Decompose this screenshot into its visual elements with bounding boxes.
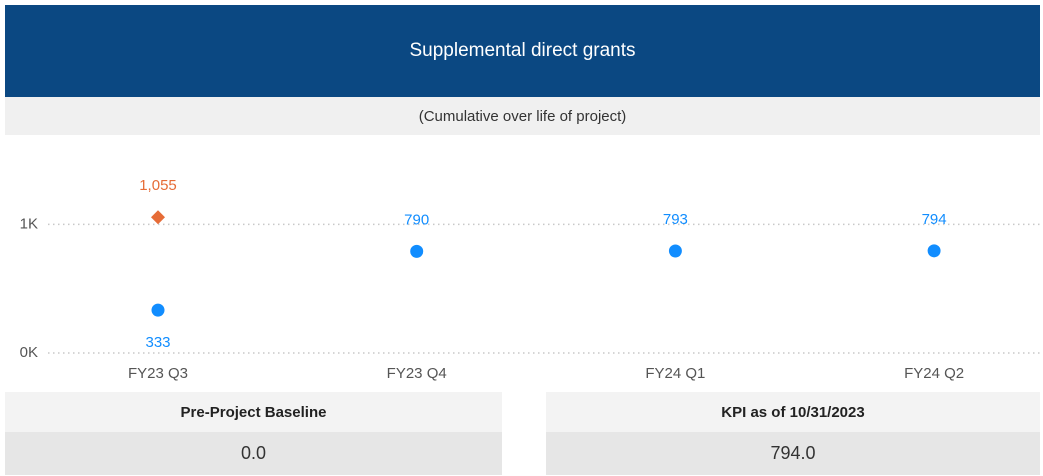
data-label: 790 — [404, 211, 429, 228]
card: KPI as of 10/31/2023 794.0 — [546, 392, 1040, 475]
marker — [927, 244, 941, 258]
data-label: 333 — [145, 334, 170, 351]
y-tick-label: 1K — [20, 215, 38, 232]
card: Pre-Project Baseline 0.0 — [5, 392, 502, 475]
card-label: KPI as of 10/31/2023 — [546, 392, 1040, 432]
chart: 0K 1K FY23 Q3 FY23 Q4 FY24 Q1 FY24 Q2 333 790 79… — [20, 177, 1040, 382]
card-value: 794.0 — [546, 432, 1040, 475]
y-tick-label: 0K — [20, 344, 38, 361]
x-tick-label: FY23 Q3 — [128, 365, 188, 382]
marker — [151, 210, 165, 225]
data-label: 793 — [663, 211, 688, 228]
card-value: 0.0 — [5, 432, 502, 475]
x-tick-label: FY24 Q2 — [904, 365, 964, 382]
x-tick-label: FY24 Q1 — [645, 365, 705, 382]
header-title: Supplemental direct grants — [5, 5, 1040, 97]
data-label: 794 — [922, 211, 947, 228]
data-label: 1,055 — [139, 177, 177, 194]
header-subtitle: (Cumulative over life of project) — [5, 97, 1040, 135]
marker — [668, 244, 682, 258]
marker — [151, 303, 165, 317]
card-label: Pre-Project Baseline — [5, 392, 502, 432]
x-tick-label: FY23 Q4 — [387, 365, 447, 382]
marker — [410, 244, 424, 258]
